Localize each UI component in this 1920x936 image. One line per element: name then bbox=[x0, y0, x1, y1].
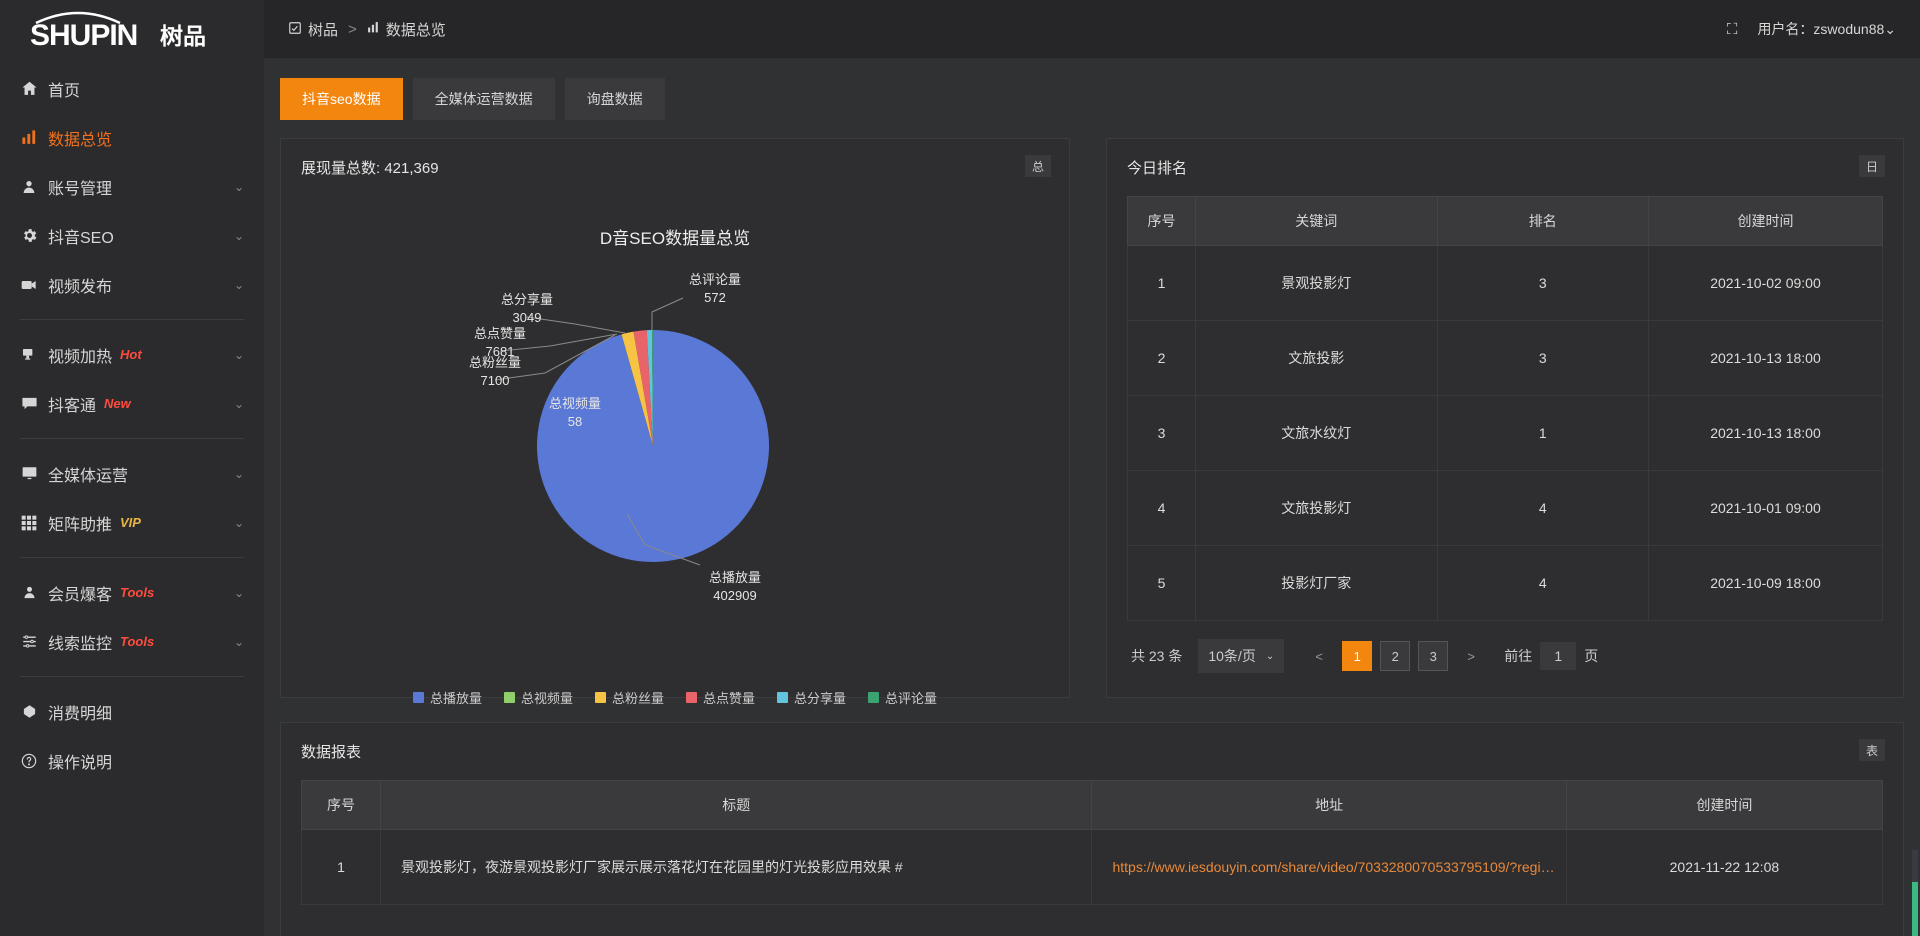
svg-text:58: 58 bbox=[568, 414, 582, 429]
svg-text:总评论量: 总评论量 bbox=[689, 272, 741, 287]
svg-text:3049: 3049 bbox=[513, 310, 542, 325]
svg-text:总点赞量: 总点赞量 bbox=[474, 326, 526, 341]
svg-text:7100: 7100 bbox=[481, 373, 510, 388]
svg-text:总分享量: 总分享量 bbox=[501, 292, 553, 307]
svg-text:总视频量: 总视频量 bbox=[549, 396, 601, 411]
svg-text:572: 572 bbox=[704, 290, 726, 305]
svg-text:总播放量: 总播放量 bbox=[709, 570, 761, 585]
svg-text:树品: 树品 bbox=[160, 23, 206, 49]
svg-text:402909: 402909 bbox=[713, 588, 756, 603]
svg-text:SHUPIN: SHUPIN bbox=[30, 19, 137, 52]
svg-text:总粉丝量: 总粉丝量 bbox=[469, 355, 521, 370]
